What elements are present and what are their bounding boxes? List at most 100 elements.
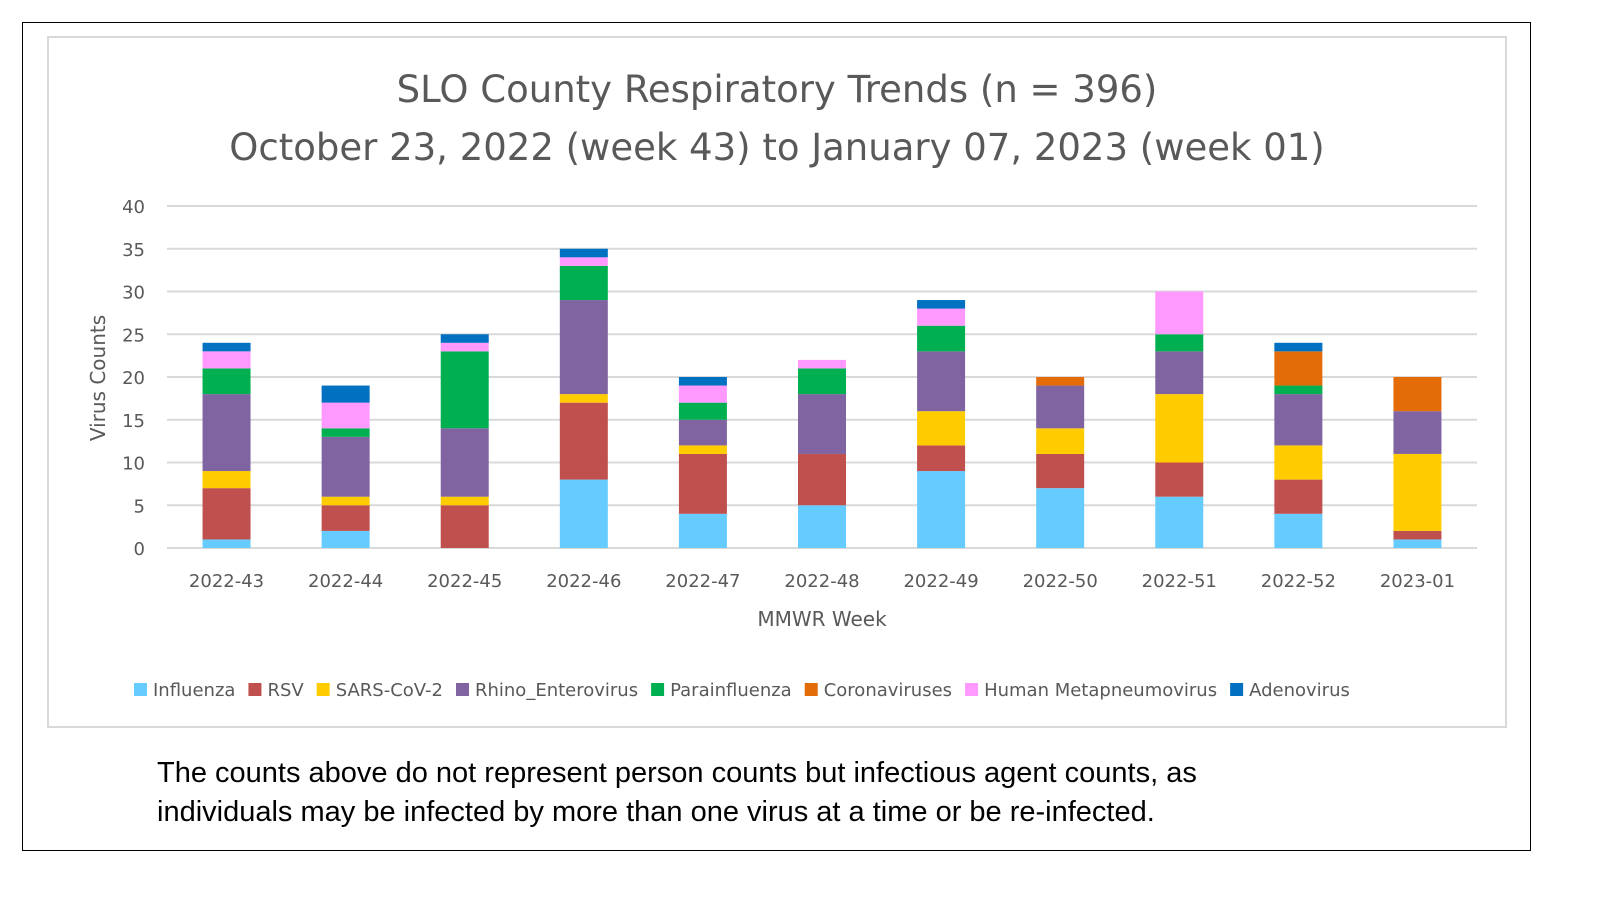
bar-segment-Parainfluenza (1274, 385, 1323, 395)
bar-segment-Human Metapneumovirus (678, 385, 727, 403)
bar-segment-Rhino_Enterovirus (202, 394, 251, 472)
bar-segment-SARS-CoV-2 (1155, 394, 1204, 463)
x-tick-label: 2022-46 (546, 571, 621, 592)
x-tick-label: 2022-48 (784, 571, 859, 592)
figure-border (22, 22, 1531, 851)
bar-segment-RSV (917, 445, 966, 472)
legend-swatch (1230, 683, 1244, 696)
y-tick-label: 30 (122, 283, 145, 304)
x-tick-label: 2022-51 (1142, 571, 1217, 592)
bar-segment-Human Metapneumovirus (1155, 291, 1204, 335)
bar-segment-SARS-CoV-2 (559, 394, 608, 403)
y-tick-label: 10 (122, 454, 145, 475)
bar-segment-Influenza (1393, 539, 1442, 548)
bar-segment-Human Metapneumovirus (559, 257, 608, 266)
bar-segment-RSV (321, 505, 370, 531)
bar-segment-Influenza (1036, 488, 1085, 548)
bar-segment-Human Metapneumovirus (321, 402, 370, 429)
bar-stack-2022-46 (559, 248, 608, 548)
legend-item: Human Metapneumovirus (965, 680, 1217, 701)
bar-stack-2022-47 (678, 377, 727, 548)
bar-segment-RSV (798, 453, 846, 506)
footnote-line-2: individuals may be infected by more than… (157, 796, 1155, 828)
bar-segment-Adenovirus (321, 385, 370, 403)
bar-segment-Parainfluenza (917, 325, 966, 352)
y-axis-label: Virus Counts (86, 315, 110, 441)
bar-segment-RSV (1155, 462, 1204, 497)
legend-item: Coronaviruses (804, 680, 952, 701)
bar-segment-Influenza (321, 530, 370, 548)
bar-segment-Rhino_Enterovirus (1274, 394, 1323, 446)
y-tick-label: 35 (122, 240, 145, 261)
bar-segment-RSV (440, 505, 489, 548)
bar-segment-SARS-CoV-2 (1036, 428, 1085, 454)
bar-segment-Rhino_Enterovirus (559, 300, 608, 395)
legend-swatch (965, 683, 979, 696)
y-tick-label: 20 (122, 368, 145, 389)
bar-segment-RSV (1393, 530, 1442, 540)
chart-title: SLO County Respiratory Trends (n = 396) (397, 68, 1158, 111)
bar-segment-Rhino_Enterovirus (917, 351, 966, 412)
x-tick-label: 2022-43 (189, 571, 264, 592)
x-tick-label: 2022-47 (665, 571, 740, 592)
bar-segment-SARS-CoV-2 (1274, 445, 1323, 480)
bar-segment-Parainfluenza (798, 368, 846, 395)
bar-segment-RSV (678, 453, 727, 514)
bar-segment-Rhino_Enterovirus (798, 394, 846, 454)
y-tick-label: 0 (134, 539, 145, 560)
legend-swatch (134, 683, 147, 696)
legend-label: Coronaviruses (824, 680, 952, 701)
footnote-line-1: The counts above do not represent person… (157, 757, 1197, 789)
bar-segment-Influenza (1274, 513, 1323, 548)
bar-stack-2022-50 (1036, 377, 1085, 548)
bar-segment-Adenovirus (440, 334, 489, 343)
legend-label: Influenza (153, 680, 235, 701)
legend-swatch (248, 683, 262, 696)
chart-subtitle: October 23, 2022 (week 43) to January 07… (229, 126, 1324, 169)
legend-item: Parainfluenza (651, 680, 792, 701)
bar-stack-2023-01 (1393, 377, 1442, 548)
legend-item: Influenza (134, 680, 235, 701)
bar-segment-Adenovirus (678, 377, 727, 386)
bar-segment-RSV (559, 402, 608, 480)
x-tick-label: 2023-01 (1380, 571, 1455, 592)
legend-item: SARS-CoV-2 (316, 680, 443, 701)
bar-segment-Coronaviruses (1393, 377, 1442, 412)
bar-segment-SARS-CoV-2 (440, 496, 489, 506)
y-tick-label: 15 (122, 411, 145, 432)
bar-segment-Human Metapneumovirus (440, 342, 489, 352)
bar-segment-Rhino_Enterovirus (1036, 385, 1085, 429)
bar-segment-Parainfluenza (440, 351, 489, 429)
bar-stack-2022-45 (440, 334, 489, 548)
bar-segment-Parainfluenza (559, 265, 608, 301)
legend-label: RSV (267, 680, 304, 701)
bar-stack-2022-52 (1274, 342, 1323, 548)
bar-segment-SARS-CoV-2 (1393, 453, 1442, 531)
bar-segment-Influenza (559, 479, 608, 548)
bar-segment-Human Metapneumovirus (798, 359, 846, 369)
legend-item: RSV (248, 680, 304, 701)
legend-label: Human Metapneumovirus (984, 680, 1217, 701)
bar-segment-RSV (1036, 453, 1085, 489)
bar-stack-2022-48 (798, 359, 846, 548)
bar-segment-Parainfluenza (678, 402, 727, 420)
bar-segment-Rhino_Enterovirus (321, 436, 370, 497)
bar-segment-RSV (1274, 479, 1323, 514)
bar-segment-Adenovirus (559, 248, 608, 258)
legend-label: Parainfluenza (670, 680, 792, 701)
bar-segment-Adenovirus (917, 300, 966, 309)
bar-segment-Influenza (1155, 496, 1204, 548)
x-tick-label: 2022-44 (308, 571, 383, 592)
bar-stack-2022-51 (1155, 291, 1204, 548)
legend-swatch (651, 683, 665, 696)
bar-segment-Rhino_Enterovirus (1393, 411, 1442, 454)
bar-segment-SARS-CoV-2 (678, 445, 727, 454)
bar-segment-Rhino_Enterovirus (1155, 351, 1204, 395)
x-tick-label: 2022-52 (1261, 571, 1336, 592)
bar-segment-Rhino_Enterovirus (678, 419, 727, 446)
bar-segment-SARS-CoV-2 (917, 411, 966, 446)
legend-swatch (455, 683, 469, 696)
bar-stack-2022-43 (202, 342, 251, 548)
bar-segment-Coronaviruses (1274, 351, 1323, 386)
